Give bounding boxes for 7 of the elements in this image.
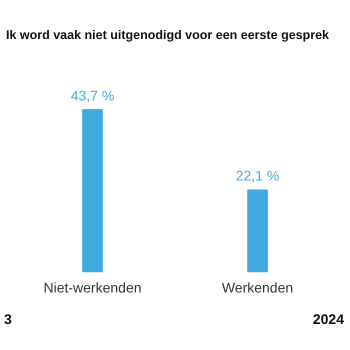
data-label: 22,1 % <box>236 168 280 184</box>
data-label: 43,7 % <box>70 87 114 104</box>
text: 3 <box>4 311 12 327</box>
x-tick-label: Niet-werkenden <box>43 279 142 296</box>
x-tick-label: Werkenden <box>222 279 294 296</box>
chart-title: Ik word vaak niet uitgenodigd voor een eerste gesprek <box>6 28 330 42</box>
text: 2024 <box>312 311 344 327</box>
